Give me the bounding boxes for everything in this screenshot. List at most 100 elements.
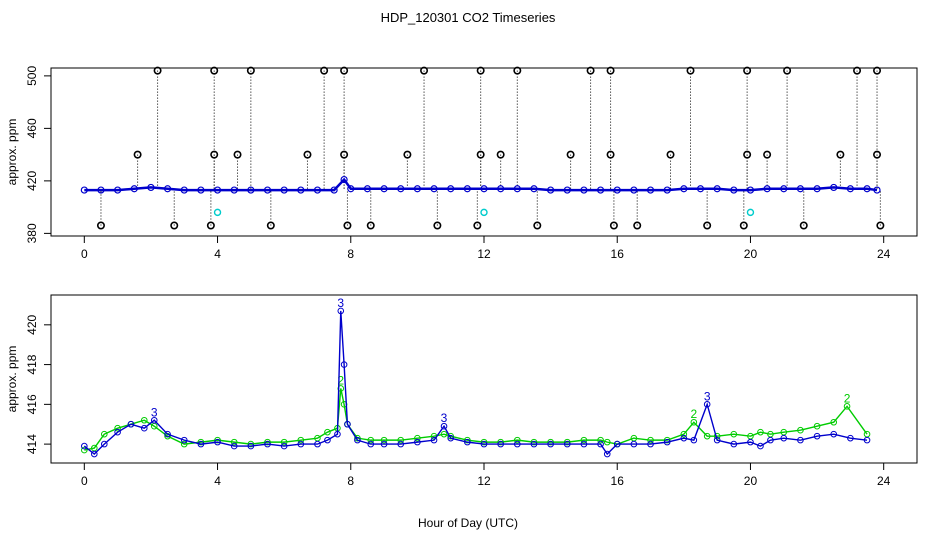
series-3-point — [297, 440, 305, 448]
series-2-point — [547, 438, 554, 446]
series-3-point — [334, 430, 341, 438]
bottom-y-tick-label: 418 — [25, 354, 39, 374]
series-3-point — [140, 424, 148, 432]
baseline-point — [114, 186, 122, 194]
series-2-point — [280, 438, 288, 446]
spikes-low-point — [366, 221, 375, 230]
baseline-point — [497, 185, 505, 193]
series-2-point — [863, 430, 871, 438]
spikes-mid-point — [763, 150, 772, 159]
spikes-mid-point — [403, 150, 412, 159]
series-3-point — [344, 420, 351, 428]
baseline-point — [680, 185, 688, 193]
bottom-y-tick-label: 420 — [25, 314, 39, 334]
series-3-point — [747, 438, 754, 446]
bottom-y-tick-label: 414 — [25, 434, 39, 454]
spikes-mid-point — [133, 150, 142, 159]
series-3-point — [580, 440, 588, 448]
series-3-point — [713, 436, 721, 444]
baseline-point — [413, 185, 421, 193]
spikes-mid-point — [606, 150, 615, 159]
series-2-point — [797, 426, 804, 434]
series-2-point — [663, 436, 671, 444]
spikes-mid-point — [873, 150, 882, 159]
series-3-point — [780, 434, 788, 442]
top-y-tick-label: 460 — [25, 118, 39, 138]
spikes-mid-point — [666, 150, 675, 159]
series-2-point — [264, 438, 271, 446]
series-3-point — [514, 440, 521, 448]
cyan-point — [746, 208, 755, 217]
series-2-point — [464, 436, 471, 444]
spikes-low-point — [170, 221, 179, 230]
series-3-point — [530, 440, 538, 448]
bottom-axes: 0 4 8 12 16 20 24 414 416 418 420 — [25, 314, 891, 488]
series-3-point — [324, 436, 331, 444]
bottom-x-tick-label: 8 — [347, 474, 354, 488]
series-2-point — [367, 436, 375, 444]
series-3-point — [150, 416, 158, 424]
series-2-point — [530, 438, 538, 446]
series-2-point — [563, 438, 571, 446]
top-x-tick-label: 8 — [347, 247, 354, 261]
series-3-point — [767, 436, 774, 444]
baseline-point — [97, 186, 105, 194]
baseline-point — [263, 186, 272, 194]
baseline-point — [313, 186, 322, 194]
series-3-point — [603, 450, 611, 458]
spikes-mid-point — [496, 150, 505, 159]
series-2-point — [447, 432, 454, 440]
baseline-point — [863, 185, 871, 193]
series-2-point — [324, 428, 331, 436]
baseline-point — [247, 186, 255, 194]
series-2-point — [497, 438, 504, 446]
series-3-point — [497, 440, 504, 448]
baseline-point — [397, 185, 405, 193]
series-2-point — [603, 438, 611, 446]
series-2-point — [380, 436, 388, 444]
spikes-low-point — [206, 221, 215, 230]
baseline-point — [340, 175, 348, 184]
series-3-point — [847, 434, 854, 442]
top-y-tick-label: 500 — [25, 66, 39, 86]
series-3-point — [354, 436, 361, 444]
bottom-x-tick-label: 24 — [877, 474, 891, 488]
bottom-y-axis-label: approx. ppm — [5, 346, 19, 413]
series-3-point — [680, 434, 688, 442]
series-3-point — [464, 438, 471, 446]
series-3-point — [100, 440, 108, 448]
series-2-point — [114, 424, 121, 432]
series-2-point — [180, 440, 188, 448]
series-2-point — [140, 416, 148, 424]
baseline-point — [646, 186, 655, 194]
series-2-point — [337, 385, 345, 392]
spikes-high-point — [873, 66, 882, 75]
series-2-line — [84, 388, 868, 451]
bottom-x-tick-label: 16 — [611, 474, 625, 488]
series-2-point — [230, 438, 238, 446]
spikes-high-point — [210, 66, 219, 75]
series-3-point — [663, 438, 671, 446]
baseline-point — [596, 186, 605, 194]
spikes-mid-point — [566, 150, 575, 159]
series-3-point — [730, 440, 738, 448]
series-3-point — [547, 440, 554, 448]
series-3-point — [863, 436, 871, 444]
series-3-point — [247, 442, 255, 450]
series-3-point — [81, 442, 88, 450]
top-x-tick-label: 20 — [744, 247, 758, 261]
baseline-point — [297, 186, 305, 194]
series-2-point — [197, 438, 205, 446]
series-3-point — [230, 442, 238, 450]
series-3-point — [197, 440, 205, 448]
series-3-point — [830, 430, 838, 438]
series-2-label: 2 — [690, 407, 697, 421]
series-2-point — [354, 434, 361, 442]
baseline-point — [713, 185, 721, 193]
series-3-point — [337, 307, 345, 315]
spikes-mid-point — [836, 150, 845, 159]
series-3-point — [440, 422, 448, 430]
